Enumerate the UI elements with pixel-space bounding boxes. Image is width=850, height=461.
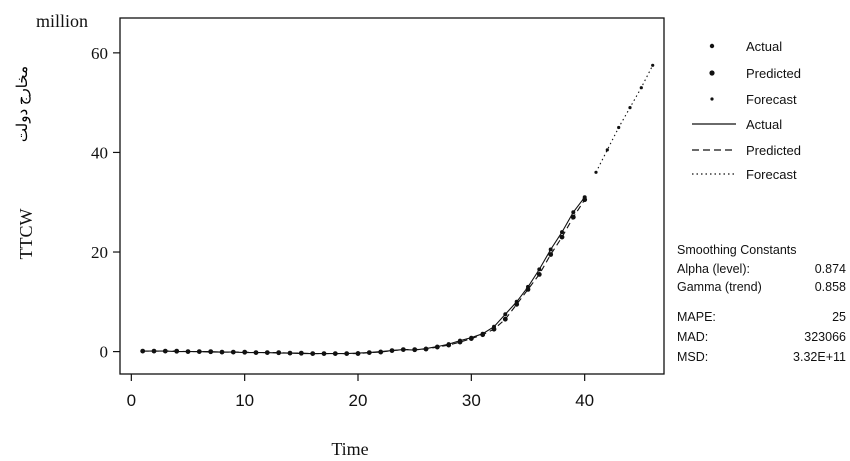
legend-marker-actual [709, 43, 715, 49]
stat-mape-value: 25 [832, 310, 846, 324]
point-predicted-26 [423, 346, 429, 352]
point-predicted-2 [151, 348, 157, 354]
point-predicted-23 [389, 348, 395, 353]
point-actual-37 [548, 247, 553, 252]
point-predicted-22 [378, 349, 384, 355]
point-predicted-24 [400, 347, 406, 352]
point-actual-36 [537, 267, 542, 272]
point-predicted-7 [208, 349, 214, 354]
stat-msd-label: MSD: [677, 350, 708, 364]
point-predicted-3 [162, 348, 168, 354]
x-tick-label-40: 40 [575, 391, 594, 410]
point-predicted-36 [536, 272, 542, 277]
point-predicted-13 [276, 350, 282, 355]
stat-alpha-label: Alpha (level): [677, 262, 750, 276]
point-forecast-42 [605, 148, 609, 152]
point-predicted-37 [548, 252, 554, 257]
series-layer [140, 63, 655, 356]
y-tick-label-60: 60 [91, 44, 108, 63]
point-forecast-43 [617, 125, 621, 130]
point-predicted-11 [253, 350, 259, 355]
point-predicted-21 [366, 350, 372, 355]
point-predicted-8 [219, 349, 225, 355]
legend-label-predicted-marker: Predicted [746, 66, 801, 81]
x-tick-label-0: 0 [127, 391, 136, 410]
stat-mad-value: 323066 [804, 330, 846, 344]
point-predicted-1 [140, 348, 146, 354]
point-forecast-45 [639, 86, 643, 90]
point-actual-39 [571, 210, 576, 215]
x-tick-label-10: 10 [235, 391, 254, 410]
legend-label-predicted-line: Predicted [746, 143, 801, 158]
stats-panel: Smoothing Constants Alpha (level): 0.874… [677, 243, 846, 364]
series-line-actual [142, 196, 586, 355]
point-predicted-31 [480, 332, 486, 338]
y-tick-label-0: 0 [100, 343, 109, 362]
point-predicted-18 [332, 351, 338, 356]
stat-mape-label: MAPE: [677, 310, 716, 324]
stat-alpha-value: 0.874 [815, 262, 846, 276]
point-predicted-16 [310, 351, 316, 356]
legend-marker-predicted [709, 70, 715, 76]
axis-ticks: 0 10 20 30 40 0 20 40 60 [91, 44, 594, 410]
point-predicted-30 [468, 336, 474, 341]
x-tick-label-20: 20 [349, 391, 368, 410]
point-predicted-38 [559, 234, 565, 240]
point-actual-33 [503, 312, 508, 317]
point-predicted-19 [344, 351, 350, 356]
point-predicted-39 [570, 214, 576, 220]
point-predicted-32 [491, 326, 497, 332]
legend-label-forecast-marker: Forecast [746, 92, 797, 107]
plot-frame [119, 17, 665, 375]
point-predicted-25 [412, 347, 418, 352]
point-forecast-46 [651, 63, 655, 67]
stat-msd-value: 3.32E+11 [793, 350, 846, 364]
point-forecast-41 [594, 170, 598, 174]
y-tick-label-40: 40 [91, 143, 108, 162]
point-predicted-28 [446, 342, 452, 348]
legend-label-actual-marker: Actual [746, 39, 782, 54]
point-predicted-40 [582, 197, 588, 203]
point-predicted-29 [457, 339, 463, 345]
point-predicted-10 [242, 349, 248, 355]
x-axis-label: Time [331, 439, 368, 459]
point-predicted-9 [230, 349, 236, 355]
point-predicted-27 [434, 344, 440, 350]
point-actual-38 [560, 230, 564, 235]
point-predicted-33 [502, 316, 508, 322]
point-predicted-6 [196, 349, 202, 354]
stat-gamma-label: Gamma (trend) [677, 280, 762, 294]
point-predicted-12 [264, 350, 270, 355]
stat-mad-label: MAD: [677, 330, 708, 344]
stat-gamma-value: 0.858 [815, 280, 846, 294]
x-tick-label-30: 30 [462, 391, 481, 410]
stats-heading: Smoothing Constants [677, 243, 797, 257]
series-line-forecast [595, 65, 654, 173]
y-unit-label: million [36, 11, 88, 31]
y-axis-label-native: مخارج دولت [15, 66, 31, 142]
legend-marker-forecast [710, 97, 714, 101]
point-predicted-4 [174, 348, 180, 354]
point-predicted-5 [185, 349, 191, 354]
point-predicted-34 [514, 301, 520, 307]
legend-label-forecast-line: Forecast [746, 167, 797, 182]
legend: Actual Predicted Forecast Actual Predict… [692, 39, 801, 182]
point-predicted-15 [298, 350, 304, 356]
point-predicted-14 [287, 350, 293, 356]
series-line-predicted [142, 199, 586, 355]
y-tick-label-20: 20 [91, 243, 108, 262]
point-predicted-20 [355, 351, 361, 356]
point-predicted-17 [321, 351, 327, 356]
point-predicted-35 [525, 287, 531, 292]
y-axis-label: TTCW [16, 209, 36, 260]
legend-label-actual-line: Actual [746, 117, 782, 132]
point-forecast-44 [628, 106, 632, 110]
